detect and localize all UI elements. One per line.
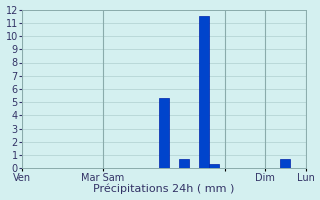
Bar	[209, 164, 220, 168]
Bar	[280, 159, 290, 168]
Bar	[199, 16, 209, 168]
Bar	[159, 98, 169, 168]
X-axis label: Précipitations 24h ( mm ): Précipitations 24h ( mm )	[93, 184, 235, 194]
Bar	[179, 159, 189, 168]
